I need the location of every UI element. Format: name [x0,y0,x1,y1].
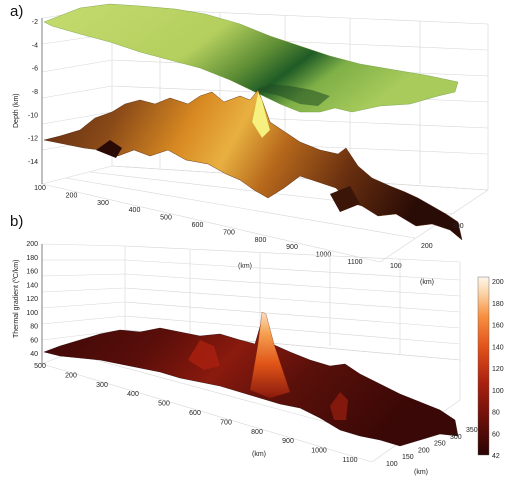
panel-a-x-tick: 100 [34,185,46,192]
panel-b-z-label: Thermal gradient (ºC/km) [13,260,20,338]
panel-a-lower-dark-patch [96,140,122,158]
colorbar-tick: 160 [492,323,504,330]
panel-a-x-tick: 700 [223,229,235,236]
panel-a-z-label: Depth (km) [13,93,20,128]
colorbar-ticks: 200 180 160 140 120 100 80 60 42 [492,279,504,460]
panel-a-x-tick: 300 [97,200,109,207]
panel-a-x-tick: 1100 [347,259,362,266]
colorbar-tick: 140 [492,344,504,351]
panel-a-y-ticks: 100 200 300 [390,223,464,270]
colorbar-tick: 80 [492,410,500,417]
panel-b-z-tick: 60 [30,337,38,344]
panel-a-z-tick: -14 [28,159,38,166]
panel-b-z-tick: 140 [26,282,38,289]
panel-a-x-tick: 600 [192,222,204,229]
panel-b-z-tick: 200 [26,241,38,248]
panel-b: 200 180 160 140 120 100 80 60 40 Thermal gradien… [13,241,504,476]
panel-b-x-tick: 500 [34,363,46,370]
panel-a-x-tick: 500 [160,215,172,222]
panel-a-x-tick: 900 [286,244,298,251]
panel-a-z-tick: -6 [32,66,38,73]
panel-b-x-tick: 1000 [311,448,327,455]
panel-b-y-tick: 300 [450,434,462,441]
panel-b-x-tick: 400 [127,391,139,398]
panel-a-lower-surface [43,89,463,241]
panel-b-z-tick: 100 [26,310,38,317]
panel-a-upper-surface [43,3,459,113]
panel-b-y-tick: 150 [402,454,414,461]
panel-b-z-ticks: 200 180 160 140 120 100 80 60 40 [26,241,38,358]
panel-b-x-tick: 600 [189,410,201,417]
panel-b-y-ticks: 100 150 200 250 300 350 [386,427,478,468]
panel-a-z-tick: -12 [28,136,38,143]
panel-a-z-tick: -4 [32,42,38,49]
panel-b-secondary-bump-2 [330,392,348,420]
panel-a-y-label: (km) [420,279,434,286]
panel-b-x-tick: 500 [158,401,170,408]
panel-a-lower-peak [251,91,271,139]
colorbar-tick: 42 [492,453,500,460]
panel-b-x-tick: 700 [220,419,232,426]
panel-b-y-tick: 250 [434,441,446,448]
panel-b-secondary-bump [188,340,220,370]
panel-b-y-label: (km) [414,469,428,476]
panel-b-z-tick: 120 [26,296,38,303]
panel-b-x-tick: 900 [282,438,294,445]
panel-b-y-tick: 200 [418,447,430,454]
panel-a-x-tick: 200 [66,192,78,199]
panel-b-letter: b) [10,213,24,230]
panel-a: -2 -4 -6 -8 -10 -12 -14 Depth (km) 100 200 300 40… [13,3,489,286]
panel-b-x-tick: 800 [251,429,263,436]
panel-a-z-tick: -10 [28,112,38,119]
colorbar-tick: 60 [492,431,500,438]
panel-b-z-tick: 40 [30,351,38,358]
panel-a-y-tick: 300 [452,223,464,230]
panel-a-x-tick: 1000 [316,252,332,259]
panel-b-x-tick: 1100 [342,457,357,464]
panel-a-lower-dark-patch-2 [330,186,360,212]
panel-a-letter: a) [10,3,24,20]
panel-a-x-tick: 800 [255,237,267,244]
panel-a-x-label: (km) [238,263,252,270]
colorbar-tick: 200 [492,279,504,286]
panel-b-z-tick: 180 [26,255,38,262]
colorbar [477,276,490,456]
panel-b-z-tick: 80 [30,324,38,331]
panel-b-surface [43,315,459,447]
colorbar-tick: 180 [492,301,504,308]
panel-b-peak [249,311,291,399]
colorbar-tick: 120 [492,366,504,373]
panel-b-x-tick: 300 [96,382,108,389]
panel-b-x-ticks: 500 200 300 400 500 600 700 800 900 1000 1100 [34,363,357,464]
panel-a-z-tick: -8 [32,89,38,96]
panel-a-y-tick: 100 [390,263,402,270]
panel-b-z-tick: 160 [26,269,38,276]
panel-a-x-tick: 400 [129,207,141,214]
panel-a-z-ticks: -2 -4 -6 -8 -10 -12 -14 [28,19,38,166]
panel-b-y-tick: 350 [466,427,478,434]
panel-a-z-tick: -2 [32,19,38,26]
panel-b-x-label: (km) [252,451,266,458]
panel-a-y-tick: 200 [421,243,433,250]
panel-a-upper-surface-shading [255,84,330,106]
panel-b-y-tick: 100 [386,461,398,468]
panel-a-x-ticks: 100 200 300 400 500 600 700 800 900 1000 1100 [34,185,362,266]
panel-b-x-tick: 200 [65,372,77,379]
colorbar-tick: 100 [492,388,504,395]
